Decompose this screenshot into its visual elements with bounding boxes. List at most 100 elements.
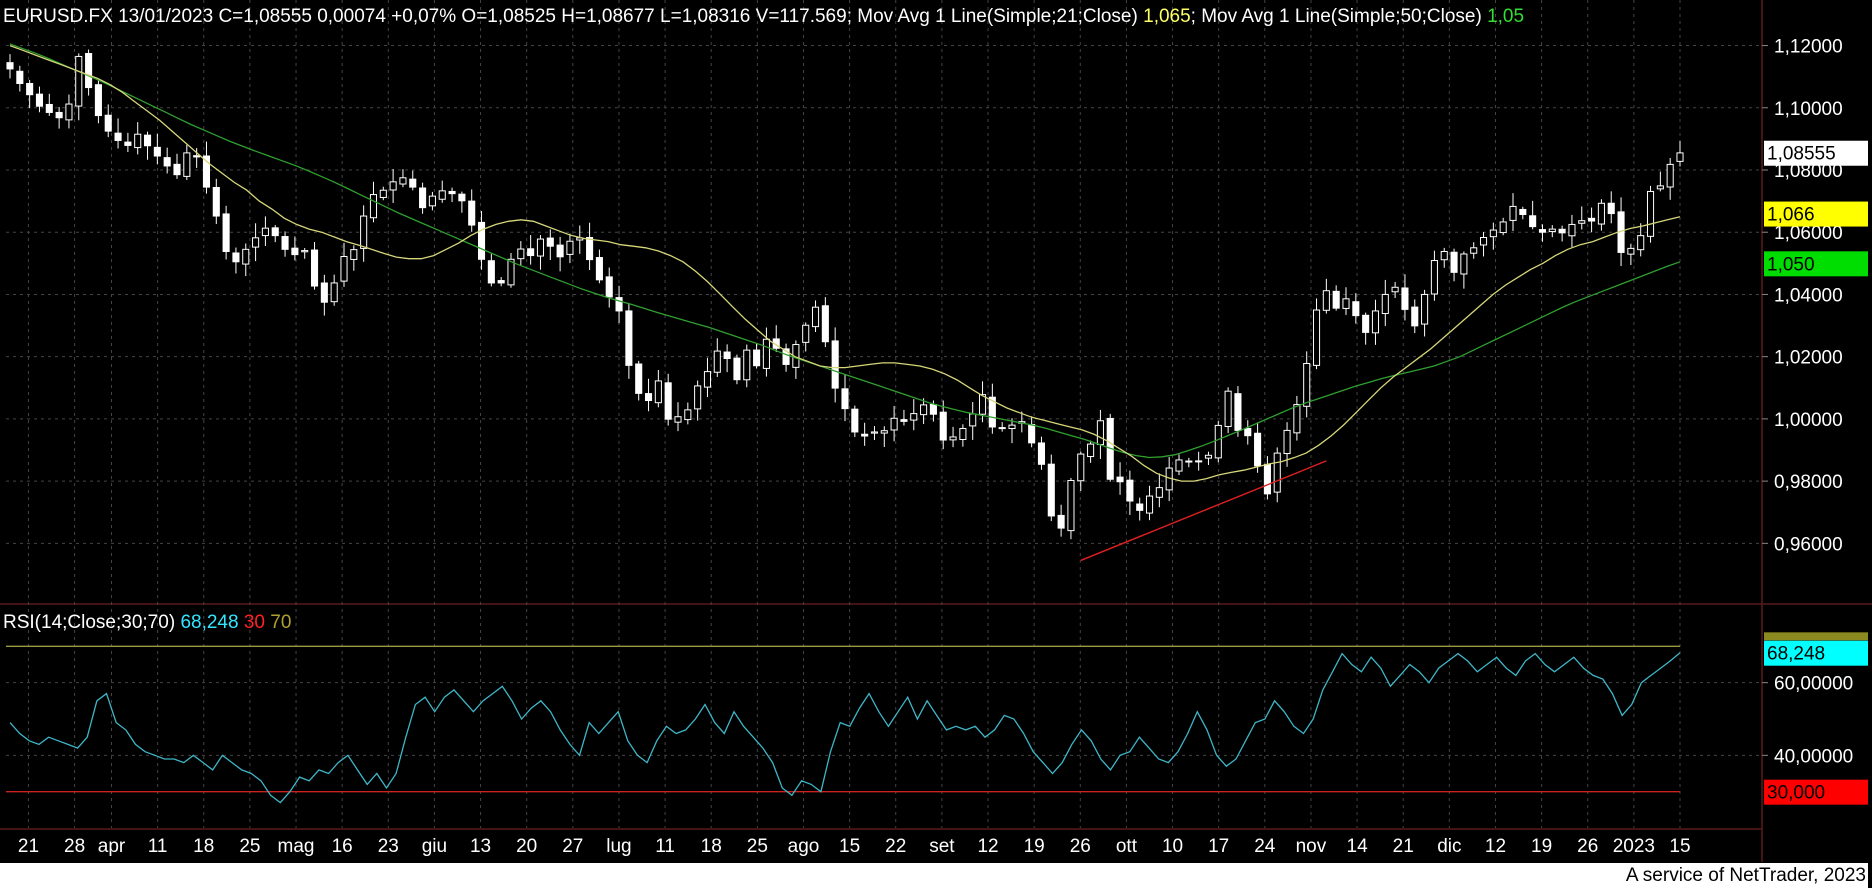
price-tick-label: 0,98000 <box>1774 472 1843 493</box>
ma50-value: 1,05 <box>1487 6 1525 27</box>
candle-up <box>1548 228 1556 233</box>
candle-down <box>1047 463 1055 517</box>
value-tag-box <box>1764 640 1868 666</box>
rsi-line <box>9 652 1681 804</box>
x-tick-label: nov <box>1296 836 1327 857</box>
candle-down <box>94 84 102 117</box>
candle-up <box>1096 420 1104 446</box>
rsi-value: 68,248 <box>180 612 239 633</box>
candle-down <box>586 237 594 261</box>
candle-up <box>1195 460 1203 463</box>
candle-down <box>1037 442 1046 465</box>
candle-down <box>114 132 122 141</box>
candle-down <box>625 310 633 366</box>
candle-down <box>733 357 741 381</box>
candle-up <box>330 282 338 303</box>
candle-up <box>1627 247 1635 255</box>
price-tick-label: 1,00000 <box>1774 410 1843 431</box>
candle-up <box>1224 390 1232 427</box>
candle-down <box>595 257 603 281</box>
candle-down <box>1362 314 1370 333</box>
candle-down <box>281 236 289 250</box>
price-tick-label: 0,96000 <box>1774 534 1843 555</box>
rsi-header: RSI(14;Close;30;70) 68,248 30 70 <box>3 612 291 634</box>
ma21-line <box>9 44 1681 482</box>
candle-down <box>900 419 908 422</box>
candle-up <box>1322 290 1330 311</box>
candle-down <box>1254 432 1262 467</box>
candle-up <box>1440 251 1448 261</box>
candle-up <box>389 181 397 191</box>
candle-up <box>1470 247 1478 254</box>
candle-up <box>1489 229 1497 238</box>
candle-up <box>369 194 378 219</box>
x-tick-label: 10 <box>1162 836 1183 857</box>
candle-down <box>1401 287 1409 310</box>
value-tag-box <box>1764 251 1868 277</box>
x-tick-label: ott <box>1116 836 1138 857</box>
candle-up <box>1175 459 1183 472</box>
candle-down <box>163 157 171 167</box>
ma50-line <box>9 43 1681 459</box>
x-tick-label: 2023 <box>1613 836 1655 857</box>
rsi-tick-label: 40,00000 <box>1774 746 1853 767</box>
candle-up <box>1578 220 1586 224</box>
candle-down <box>291 247 299 256</box>
candle-down <box>477 221 486 260</box>
candle-down <box>143 134 152 147</box>
candle-up <box>399 177 407 185</box>
candle-up <box>910 413 918 421</box>
candle-down <box>232 252 240 263</box>
candle-down <box>1185 460 1193 463</box>
candle-down <box>1136 503 1144 511</box>
candle-down <box>1538 229 1547 233</box>
candle-down <box>16 70 24 85</box>
value-tag-box <box>1764 140 1868 166</box>
candle-up <box>654 380 662 404</box>
x-tick-label: 26 <box>1577 836 1598 857</box>
candle-down <box>271 227 279 237</box>
candle-down <box>310 249 319 287</box>
candle-down <box>644 393 653 402</box>
candle-up <box>1342 298 1350 309</box>
x-tick-label: 23 <box>378 836 399 857</box>
candle-down <box>409 178 417 188</box>
x-tick-label: 11 <box>655 836 675 857</box>
candle-down <box>55 111 63 119</box>
x-tick-label: set <box>929 836 955 857</box>
candle-down <box>556 244 564 258</box>
candle-up <box>340 255 348 282</box>
candle-down <box>1244 427 1252 437</box>
candle-up <box>1214 424 1222 459</box>
price-tick-label: 1,02000 <box>1774 348 1843 369</box>
x-tick-label: 20 <box>516 836 537 857</box>
candle-down <box>35 93 44 107</box>
x-tick-label: giu <box>422 836 447 857</box>
candle-down <box>497 280 505 284</box>
x-tick-label: 18 <box>701 836 722 857</box>
candle-down <box>212 186 220 217</box>
value-tag-label: 1,050 <box>1767 254 1815 275</box>
candle-down <box>988 396 996 428</box>
candle-down <box>173 163 181 176</box>
value-tag-ma50: 1,050 <box>1764 251 1868 277</box>
candle-down <box>1352 301 1360 317</box>
candle-up <box>998 427 1006 430</box>
candle-down <box>615 297 623 312</box>
candle-up <box>1479 237 1488 246</box>
candle-up <box>1597 202 1605 225</box>
candle-down <box>85 53 93 89</box>
value-tag-rsi30: 30,000 <box>1764 779 1868 805</box>
candle-down <box>448 190 456 195</box>
x-tick-label: lug <box>606 836 631 857</box>
candle-up <box>1656 185 1664 190</box>
candle-up <box>1460 253 1468 275</box>
candle-up <box>1204 454 1213 459</box>
candle-up <box>880 430 888 434</box>
candle-up <box>949 436 957 441</box>
candle-up <box>1077 453 1085 482</box>
candle-up <box>1381 293 1389 315</box>
candle-up <box>959 428 967 441</box>
candle-up <box>65 103 73 121</box>
footer-credit: A service of NetTrader, 2023 <box>0 863 1868 888</box>
